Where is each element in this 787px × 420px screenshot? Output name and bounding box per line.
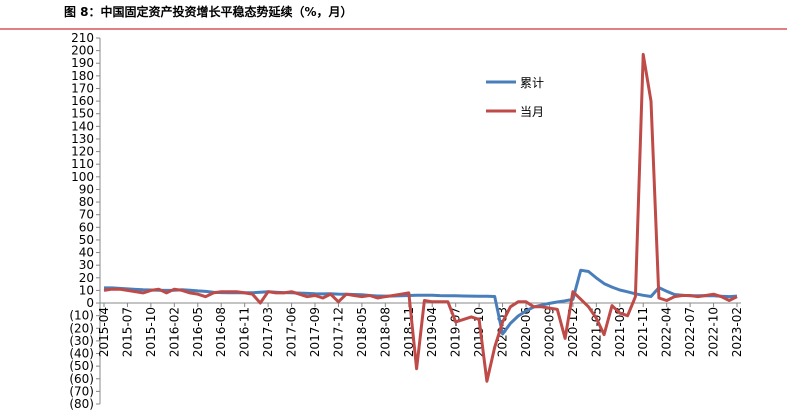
y-tick-label: 190 [71,56,94,70]
chart-title: 图 8：中国固定资产投资增长平稳态势延续（%，月） [64,4,353,19]
legend-label: 累计 [520,76,544,90]
y-tick-label: 20 [79,271,94,285]
y-tick-label: 90 [79,182,94,196]
y-tick-label: 170 [71,81,94,95]
x-tick-label: 2021-11 [636,307,650,357]
x-tick-label: 2021-08 [613,307,627,357]
x-tick-label: 2015-07 [120,307,134,357]
y-tick-label: 40 [79,246,94,260]
x-tick-label: 2022-07 [683,307,697,357]
y-tick-label: 0 [86,296,94,310]
y-tick-label: 160 [71,94,94,108]
y-tick-label: 150 [71,107,94,121]
y-tick-label: 30 [79,258,94,272]
x-tick-label: 2016-08 [214,307,228,357]
legend-label: 当月 [520,105,544,119]
y-tick-label: (20) [69,321,94,335]
x-tick-label: 2016-02 [167,307,181,357]
y-tick-label: 80 [79,195,94,209]
series-line [103,52,738,383]
x-tick-label: 2018-05 [355,307,369,357]
x-tick-label: 2023-02 [730,307,744,357]
x-tick-label: 2019-07 [449,307,463,357]
x-tick-label: 2017-12 [331,307,345,357]
y-tick-label: 10 [79,283,94,297]
y-tick-label: 110 [71,157,94,171]
x-tick-label: 2017-03 [261,307,275,357]
x-tick-label: 2017-09 [308,307,322,357]
x-tick-label: 2021-05 [589,307,603,357]
x-tick-label: 2015-04 [97,307,111,357]
y-tick-label: 140 [71,119,94,133]
y-tick-label: (70) [69,384,94,398]
y-tick-label: 180 [71,69,94,83]
x-tick-label: 2018-08 [378,307,392,357]
x-tick-label: 2017-06 [285,307,299,357]
y-tick-label: 100 [71,170,94,184]
y-tick-label: (80) [69,397,94,411]
y-tick-label: 70 [79,208,94,222]
y-tick-label: (30) [69,334,94,348]
x-tick-label: 2020-09 [542,307,556,357]
x-tick-label: 2016-11 [238,307,252,357]
y-tick-label: 120 [71,145,94,159]
y-tick-label: 130 [71,132,94,146]
y-tick-label: 210 [71,31,94,45]
x-tick-label: 2022-04 [660,307,674,357]
y-tick-label: (40) [69,347,94,361]
y-tick-label: (60) [69,372,94,386]
y-tick-label: 50 [79,233,94,247]
x-tick-label: 2019-04 [425,307,439,357]
x-tick-label: 2022-10 [707,307,721,357]
y-tick-label: (50) [69,359,94,373]
x-tick-label: 2020-06 [519,307,533,357]
x-tick-label: 2016-05 [191,307,205,357]
y-tick-label: 60 [79,220,94,234]
y-tick-label: (10) [69,309,94,323]
x-tick-label: 2015-10 [144,307,158,357]
y-tick-label: 200 [71,44,94,58]
series-line [104,268,738,336]
